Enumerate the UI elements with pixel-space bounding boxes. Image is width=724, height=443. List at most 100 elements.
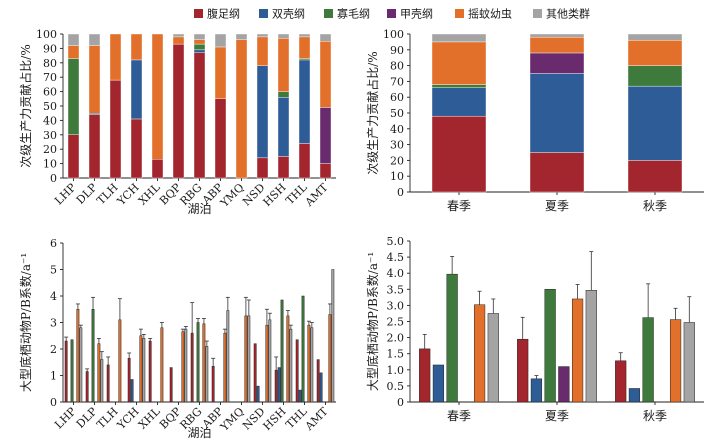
bar bbox=[331, 269, 335, 403]
y-tick-label: 50 bbox=[390, 107, 404, 120]
panel-bottom-left: 0123456LHPDLPTLHYCHXHLBQPRBGABPYMQNSDHSH… bbox=[18, 237, 336, 440]
x-tick-label: TLH bbox=[94, 181, 120, 207]
y-tick-label: 100 bbox=[36, 28, 57, 41]
y-tick-label: 0 bbox=[50, 396, 57, 409]
stacked-bar-segment bbox=[109, 33, 122, 81]
y-tick-label: 20 bbox=[43, 143, 57, 156]
bar bbox=[286, 315, 290, 403]
bar bbox=[517, 338, 529, 403]
panel-top-right: 0 10 20 30 40 50 60 70 80 90 100 春季 夏季 秋季 次级生产力贡献占比/% bbox=[365, 28, 704, 213]
y-tick-label: 0 bbox=[397, 396, 404, 409]
stacked-bar-segment bbox=[193, 43, 206, 51]
stacked-bar-segment bbox=[67, 58, 80, 135]
bar bbox=[247, 315, 251, 403]
stacked-bar-segment bbox=[172, 43, 185, 179]
bar bbox=[139, 335, 143, 403]
x-tick-label: 夏季 bbox=[545, 409, 569, 423]
stacked-bar-segment bbox=[130, 33, 143, 61]
stacked-bar-segment bbox=[431, 33, 487, 43]
x-tick-label: YCH bbox=[114, 181, 142, 209]
stacked-bar-segment bbox=[193, 39, 206, 45]
y-tick-label: 60 bbox=[390, 91, 404, 104]
stacked-bar-segment bbox=[172, 36, 185, 45]
bar bbox=[487, 313, 499, 403]
bar bbox=[181, 331, 185, 403]
bar bbox=[160, 327, 164, 403]
y-tick-label: 2.0 bbox=[387, 332, 405, 345]
bar bbox=[558, 366, 570, 403]
bar bbox=[295, 339, 299, 403]
stacked-bar-segment bbox=[627, 160, 683, 193]
stacked-bar-segment bbox=[277, 156, 290, 179]
y-tick-label: 30 bbox=[43, 129, 57, 142]
stacked-bar-segment bbox=[235, 33, 248, 40]
stacked-bar-segment bbox=[529, 73, 585, 153]
x-tick-label: HSH bbox=[261, 181, 289, 209]
bar bbox=[310, 327, 314, 403]
stacked-bar-segment bbox=[431, 84, 487, 88]
stacked-bar-segment bbox=[431, 41, 487, 85]
stacked-bar-segment bbox=[298, 58, 311, 61]
stacked-bar-segment bbox=[67, 134, 80, 179]
bar bbox=[76, 309, 80, 403]
y-tick-label: 4.0 bbox=[387, 267, 405, 280]
bar bbox=[301, 295, 305, 403]
legend-swatch bbox=[533, 9, 542, 18]
stacked-bar-segment bbox=[319, 163, 332, 179]
bar bbox=[244, 315, 248, 403]
y-tick-label: 2 bbox=[50, 343, 57, 356]
stacked-bar-segment bbox=[627, 33, 683, 41]
x-tick-label: DLP bbox=[74, 181, 100, 207]
x-tick-label: AMT bbox=[302, 180, 331, 209]
bar bbox=[100, 359, 104, 403]
bar bbox=[256, 385, 260, 403]
bar bbox=[585, 290, 597, 403]
bar bbox=[85, 371, 89, 403]
stacked-bar-segment bbox=[277, 38, 290, 92]
legend-label: 寡毛纲 bbox=[337, 7, 370, 21]
stacked-bar-segment bbox=[193, 52, 206, 179]
bar bbox=[184, 328, 188, 403]
x-axis-title: 湖泊 bbox=[187, 425, 211, 440]
y-tick-label: 40 bbox=[43, 114, 57, 127]
stacked-bar-segment bbox=[67, 45, 80, 59]
stacked-bar-segment bbox=[319, 33, 332, 42]
x-tick-label: 秋季 bbox=[643, 199, 667, 213]
stacked-bar-segment bbox=[214, 98, 227, 179]
x-tick-label: 春季 bbox=[447, 409, 471, 423]
stacked-bar-segment bbox=[172, 33, 185, 38]
x-tick-label: YCH bbox=[114, 405, 142, 433]
x-tick-label: 春季 bbox=[447, 199, 471, 213]
y-axis-title: 大型底栖动物P/B系数/a⁻¹ bbox=[18, 253, 33, 392]
stacked-bar-segment bbox=[277, 97, 290, 157]
bar bbox=[307, 324, 311, 403]
x-tick-label: XHL bbox=[136, 404, 163, 431]
panel-top-left: 0102030405060708090100LHPDLPTLHYCHXHLBQP… bbox=[18, 28, 336, 216]
stacked-bar-segment bbox=[277, 33, 290, 39]
bar bbox=[277, 367, 281, 403]
y-tick-label: 3.5 bbox=[387, 283, 405, 296]
legend-label: 腹足纲 bbox=[207, 7, 240, 21]
legend-label: 摇蚊幼虫 bbox=[468, 7, 512, 21]
stacked-bar-segment bbox=[130, 118, 143, 179]
y-tick-label: 1.5 bbox=[387, 348, 405, 361]
legend-swatch bbox=[455, 9, 464, 18]
y-tick-label: 40 bbox=[390, 123, 404, 136]
y-tick-label: 5 bbox=[50, 264, 57, 277]
stacked-bar-segment bbox=[88, 114, 101, 179]
bar bbox=[265, 324, 269, 403]
bar bbox=[289, 328, 293, 403]
y-tick-label: 20 bbox=[390, 154, 404, 167]
stacked-bar-segment bbox=[627, 85, 683, 161]
y-tick-label: 4 bbox=[50, 290, 57, 303]
y-tick-label: 80 bbox=[43, 57, 57, 70]
legend: 腹足纲 双壳纲 寡毛纲 甲壳纲 摇蚊幼虫 其他类群 bbox=[194, 7, 590, 21]
stacked-bar-segment bbox=[193, 33, 206, 40]
y-tick-label: 1 bbox=[50, 370, 57, 383]
legend-label: 双壳纲 bbox=[272, 7, 305, 21]
y-axis-title: 大型底栖动物P/B系数/a⁻¹ bbox=[365, 252, 380, 391]
y-tick-label: 5.0 bbox=[387, 235, 405, 248]
bar bbox=[223, 332, 227, 403]
bar bbox=[196, 322, 200, 403]
